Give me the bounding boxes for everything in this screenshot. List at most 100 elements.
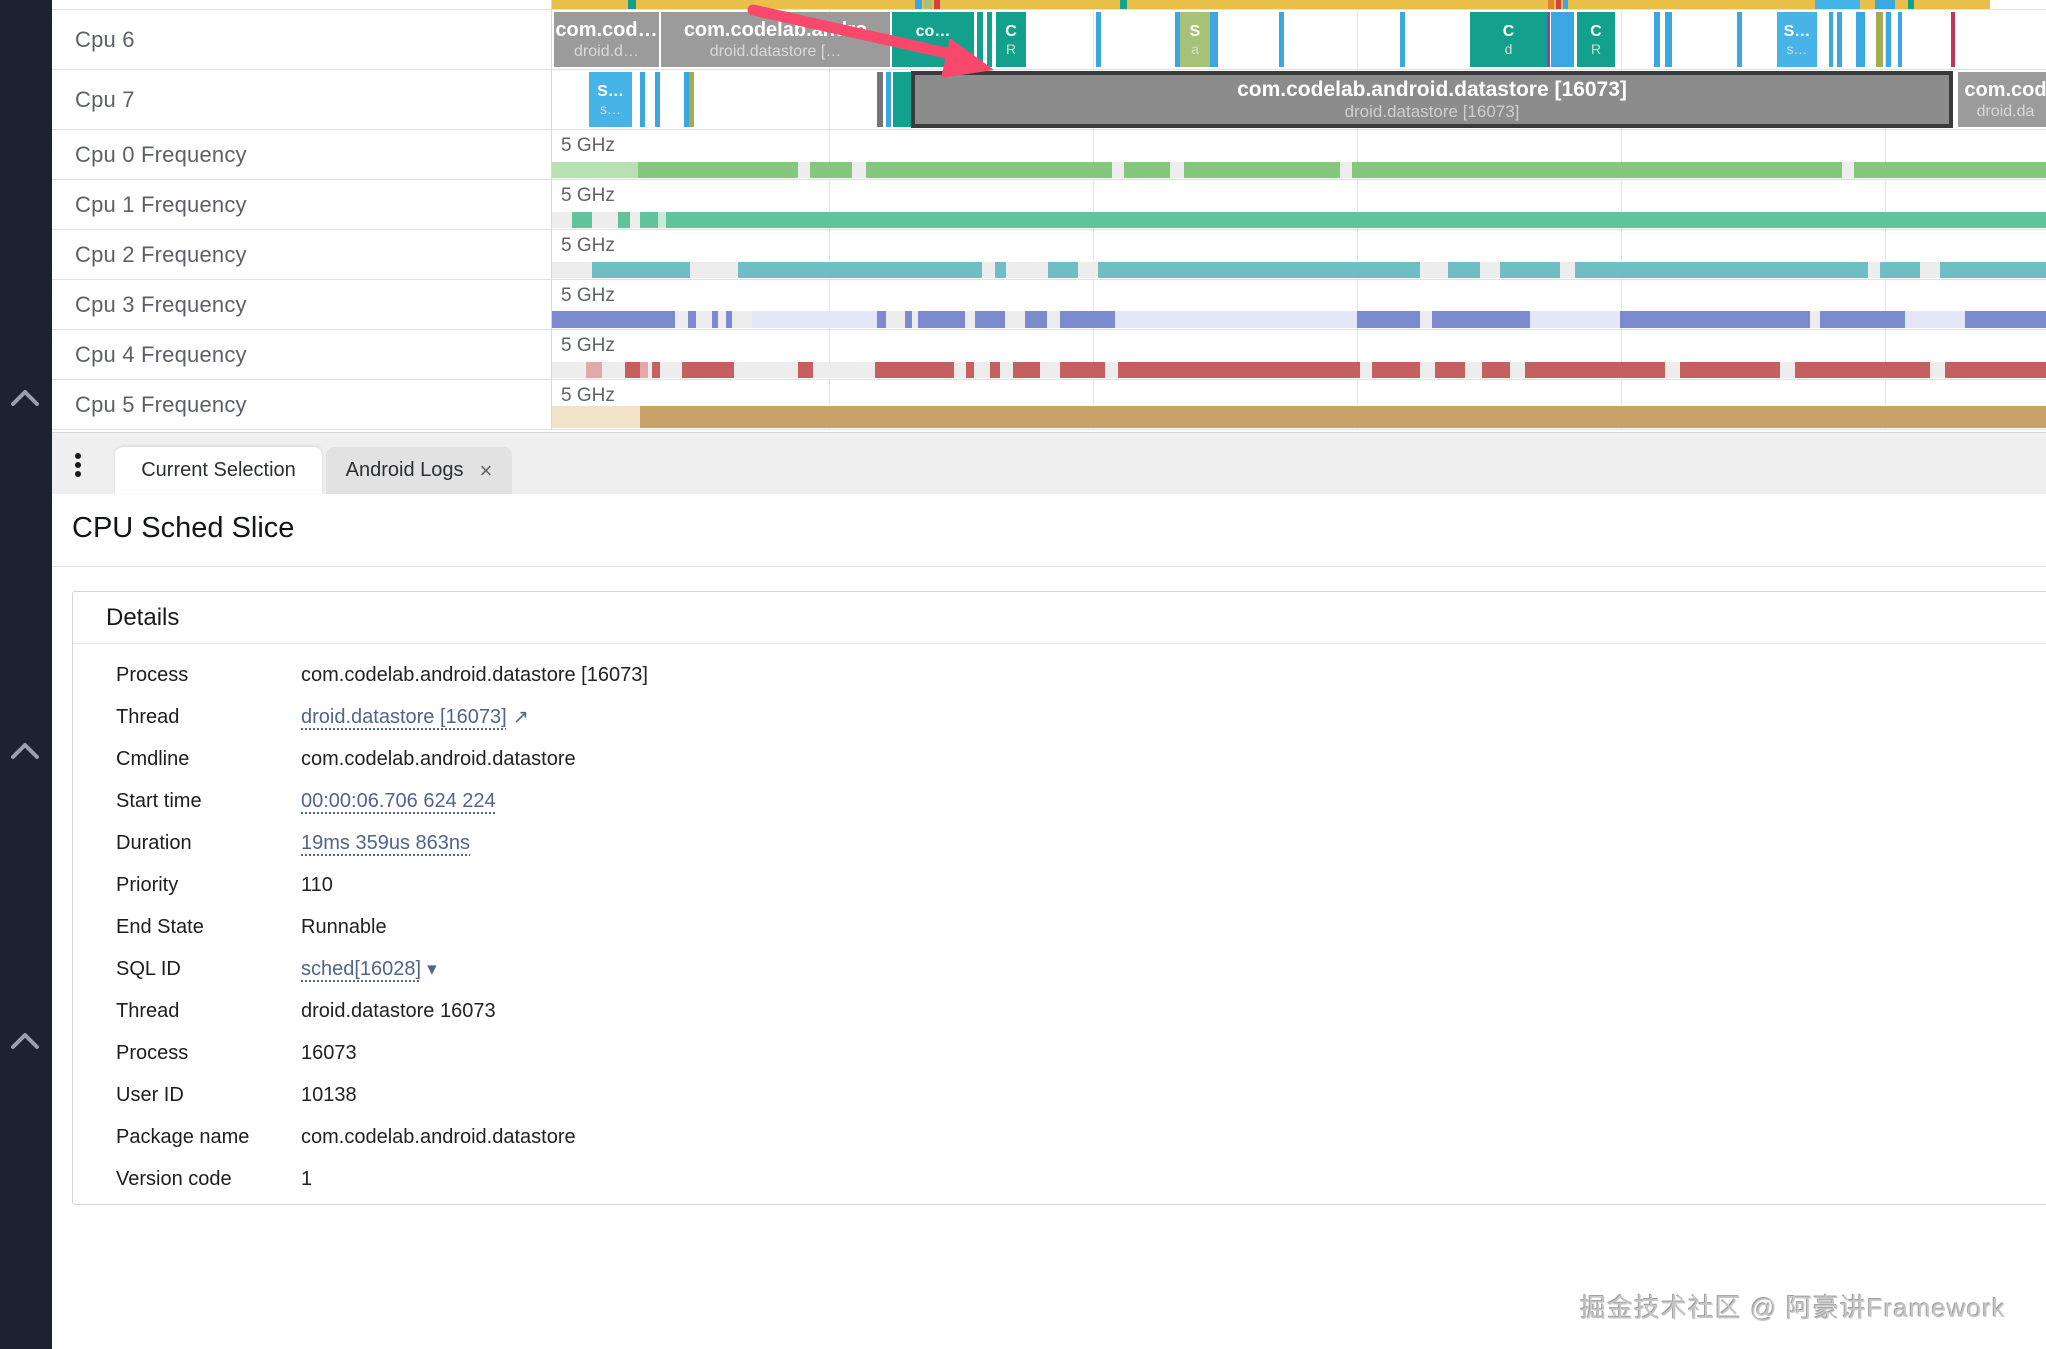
freq-bar-segment bbox=[648, 362, 652, 378]
track-name-cpu-6[interactable]: Cpu 6 bbox=[52, 10, 552, 69]
sched-slice-tick[interactable] bbox=[1547, 12, 1550, 67]
sched-slice-tick[interactable] bbox=[1556, 0, 1561, 9]
sched-slice-tick[interactable] bbox=[1815, 0, 1860, 9]
timeline-section[interactable]: com.cod… droid.d… com.codelab.andro droid.d… bbox=[52, 0, 2046, 432]
sched-slice-tick[interactable] bbox=[1875, 0, 1895, 9]
track-name-cpu-7[interactable]: Cpu 7 bbox=[52, 70, 552, 129]
track-canvas-cpu-7[interactable]: S… s… com.codelab.android.datastore [16073… bbox=[552, 70, 2046, 129]
track-canvas-cpu-6[interactable]: com.cod… droid.d… com.codelab.andro droid.d… bbox=[552, 10, 2046, 69]
track-canvas-cpu-0-frequency[interactable]: 5 GHz bbox=[552, 130, 2046, 179]
sched-slice-tick[interactable] bbox=[684, 72, 689, 127]
sched-slice-tick[interactable] bbox=[1665, 12, 1672, 67]
details-row-end-state: End State Runnable bbox=[73, 906, 2046, 948]
details-link-duration[interactable]: 19ms 359us 863ns bbox=[301, 831, 471, 854]
timeline-gridline bbox=[829, 330, 830, 379]
sched-slice-tick[interactable] bbox=[886, 72, 891, 127]
freq-bar-segment bbox=[990, 362, 1000, 378]
sched-slice-tick[interactable] bbox=[1876, 12, 1883, 67]
sched-slice-tick[interactable] bbox=[1654, 12, 1660, 67]
track-canvas-cpu-5-frequency[interactable]: 5 GHz bbox=[552, 380, 2046, 429]
chevron-up-icon[interactable] bbox=[8, 1028, 42, 1054]
tab-android-logs[interactable]: Android Logs × bbox=[326, 447, 512, 494]
sched-slice-tick[interactable] bbox=[1548, 0, 1554, 9]
details-label: End State bbox=[116, 915, 204, 938]
details-link-thread[interactable]: droid.datastore [16073] ↗ bbox=[301, 705, 529, 728]
track-row-clipped-track[interactable] bbox=[52, 0, 2046, 10]
sched-slice-tick[interactable] bbox=[934, 0, 940, 9]
tab-label: Android Logs bbox=[345, 459, 464, 481]
sched-slice-tick[interactable] bbox=[1400, 12, 1405, 67]
sched-slice-tick[interactable] bbox=[924, 0, 932, 9]
slice-title: com.cod bbox=[1964, 79, 2046, 101]
track-name-cpu-0-frequency[interactable]: Cpu 0 Frequency bbox=[52, 130, 552, 179]
sched-slice-tick[interactable] bbox=[1856, 12, 1865, 67]
sched-slice-tick[interactable] bbox=[628, 0, 636, 9]
track-canvas-cpu-1-frequency[interactable]: 5 GHz bbox=[552, 180, 2046, 229]
details-link-sql-id[interactable]: sched[16028] ▾ bbox=[301, 957, 437, 980]
sched-slice-tick[interactable] bbox=[977, 12, 983, 67]
freq-bar-segment bbox=[798, 162, 810, 178]
sched-slice-tick[interactable] bbox=[1096, 12, 1101, 67]
track-canvas-clipped-track[interactable] bbox=[552, 0, 2046, 9]
sched-slice-tick[interactable] bbox=[1829, 12, 1833, 67]
sched-slice-tick[interactable] bbox=[655, 72, 660, 127]
sched-slice-tick[interactable] bbox=[552, 0, 1990, 9]
track-name-cpu-4-frequency[interactable]: Cpu 4 Frequency bbox=[52, 330, 552, 379]
sched-slice[interactable]: S… s… bbox=[1777, 12, 1817, 67]
track-row-cpu-2-frequency[interactable]: 5 GHz Cpu 2 Frequency bbox=[52, 230, 2046, 280]
sched-slice-tick[interactable] bbox=[1908, 0, 1914, 9]
selected-slice[interactable]: com.codelab.android.datastore [16073] dro… bbox=[911, 71, 1953, 128]
sched-slice[interactable]: S… s… bbox=[589, 72, 632, 127]
freq-bar-segment bbox=[1880, 262, 1920, 278]
tab-current-selection[interactable]: Current Selection bbox=[115, 447, 322, 494]
sched-slice[interactable]: com.cod… droid.d… bbox=[554, 12, 659, 67]
sched-slice-tick[interactable] bbox=[1210, 12, 1218, 67]
timeline-gridline bbox=[1357, 230, 1358, 279]
details-link-start-time[interactable]: 00:00:06.706 624 224 bbox=[301, 789, 496, 812]
freq-bar-segment bbox=[675, 311, 688, 328]
timeline-gridline bbox=[829, 280, 830, 329]
sched-slice-tick[interactable] bbox=[1886, 12, 1891, 67]
sched-slice-tick[interactable] bbox=[1737, 12, 1742, 67]
sched-slice-tick[interactable] bbox=[1279, 12, 1284, 67]
sched-slice-tick[interactable] bbox=[1898, 12, 1902, 67]
sched-slice-tick[interactable] bbox=[640, 72, 645, 127]
sched-slice-tick[interactable] bbox=[877, 72, 883, 127]
close-icon[interactable]: × bbox=[479, 457, 493, 483]
chevron-up-icon[interactable] bbox=[8, 738, 42, 764]
track-name-cpu-5-frequency[interactable]: Cpu 5 Frequency bbox=[52, 380, 552, 429]
sched-slice-tick[interactable] bbox=[1175, 12, 1180, 67]
track-canvas-cpu-2-frequency[interactable]: 5 GHz bbox=[552, 230, 2046, 279]
track-name-cpu-3-frequency[interactable]: Cpu 3 Frequency bbox=[52, 280, 552, 329]
track-name-cpu-2-frequency[interactable]: Cpu 2 Frequency bbox=[52, 230, 552, 279]
sched-slice-tick[interactable] bbox=[1837, 12, 1842, 67]
sched-slice-tick[interactable] bbox=[893, 72, 911, 127]
sched-slice[interactable]: com.cod droid.da bbox=[1958, 72, 2046, 127]
track-canvas-cpu-4-frequency[interactable]: 5 GHz bbox=[552, 330, 2046, 379]
track-row-cpu-7[interactable]: S… s… com.codelab.android.datastore [16073… bbox=[52, 70, 2046, 130]
sched-slice[interactable]: co… c… bbox=[892, 12, 974, 67]
sched-slice-tick[interactable] bbox=[987, 12, 992, 67]
sched-slice-tick[interactable] bbox=[1551, 12, 1574, 67]
track-row-cpu-1-frequency[interactable]: 5 GHz Cpu 1 Frequency bbox=[52, 180, 2046, 230]
track-canvas-cpu-3-frequency[interactable]: 5 GHz bbox=[552, 280, 2046, 329]
sched-slice-tick[interactable] bbox=[689, 72, 694, 127]
track-name-clipped-track[interactable] bbox=[52, 0, 552, 9]
track-row-cpu-6[interactable]: com.cod… droid.d… com.codelab.andro droid.d… bbox=[52, 10, 2046, 70]
kebab-vertical-icon[interactable] bbox=[68, 450, 88, 484]
track-name-cpu-1-frequency[interactable]: Cpu 1 Frequency bbox=[52, 180, 552, 229]
track-row-cpu-3-frequency[interactable]: 5 GHz Cpu 3 Frequency bbox=[52, 280, 2046, 330]
sched-slice-tick[interactable] bbox=[1563, 0, 1568, 9]
sched-slice-tick[interactable] bbox=[1951, 12, 1955, 67]
sched-slice-tick[interactable] bbox=[1120, 0, 1127, 9]
sched-slice[interactable]: com.codelab.andro droid.datastore [… bbox=[661, 12, 890, 67]
sched-slice-tick[interactable] bbox=[915, 0, 922, 9]
track-row-cpu-5-frequency[interactable]: 5 GHz Cpu 5 Frequency bbox=[52, 380, 2046, 430]
track-row-cpu-4-frequency[interactable]: 5 GHz Cpu 4 Frequency bbox=[52, 330, 2046, 380]
chevron-up-icon[interactable] bbox=[8, 385, 42, 411]
track-row-cpu-0-frequency[interactable]: 5 GHz Cpu 0 Frequency bbox=[52, 130, 2046, 180]
